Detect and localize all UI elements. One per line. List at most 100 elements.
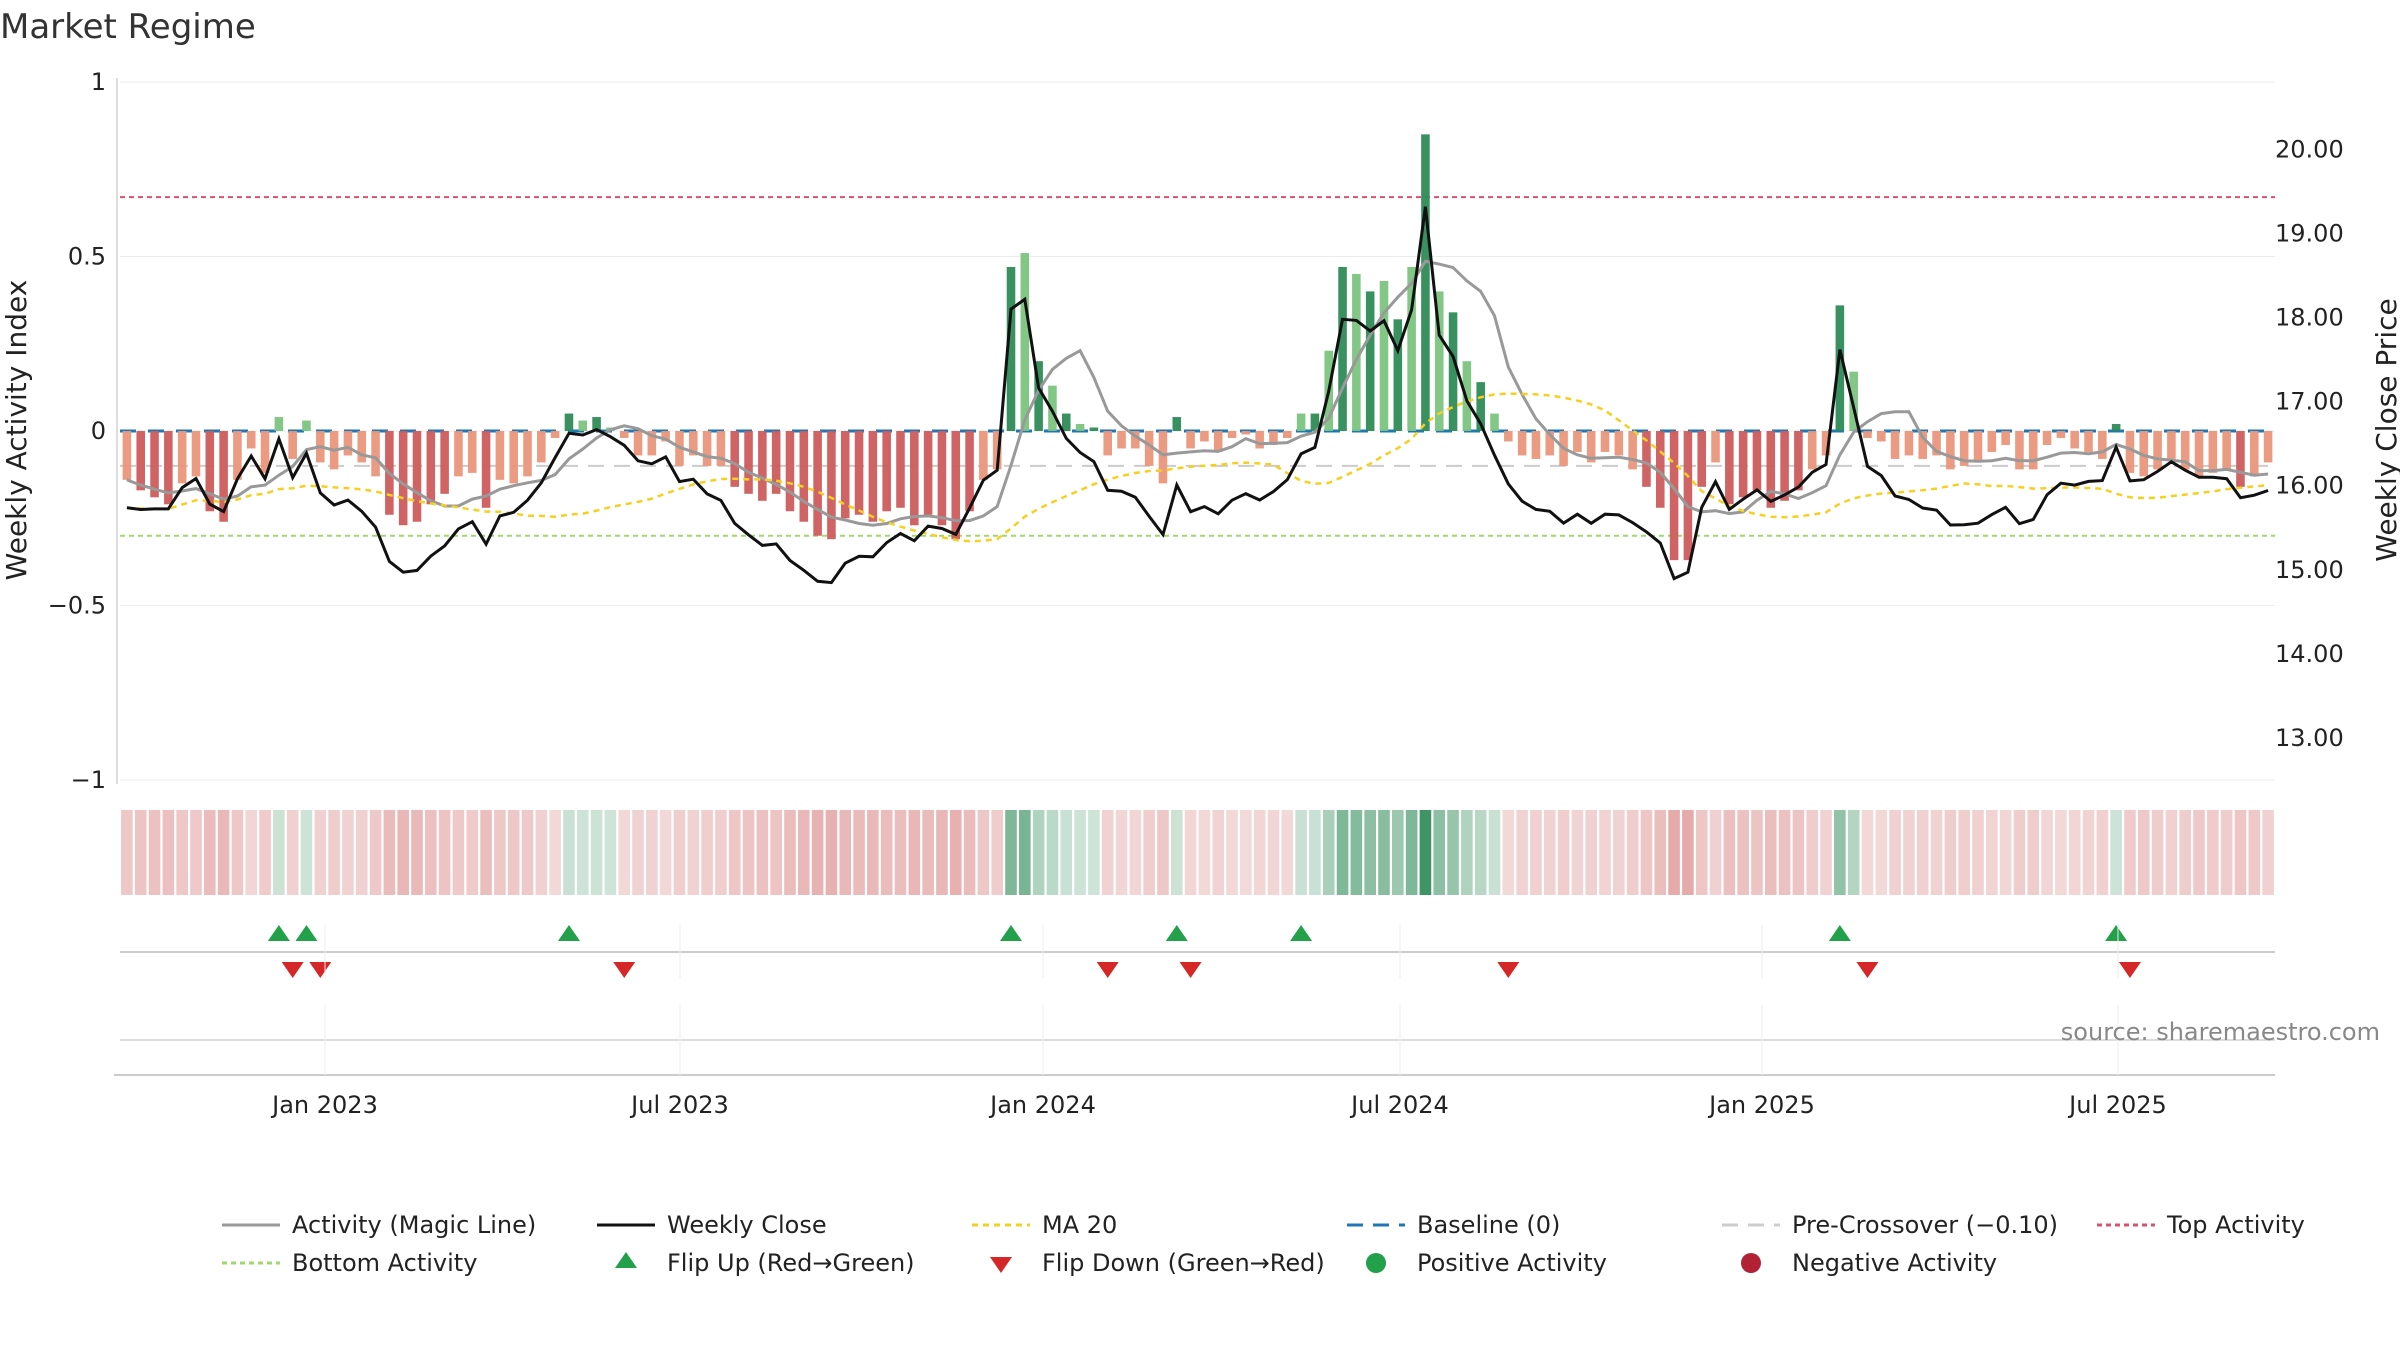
activity-bar (1738, 431, 1748, 498)
regime-strip-cell (2068, 810, 2081, 895)
regime-strip-cell (411, 810, 423, 895)
activity-bar (2249, 431, 2259, 477)
activity-bar (1545, 431, 1555, 456)
activity-bar (647, 431, 657, 456)
activity-bar (467, 431, 477, 473)
regime-strip-cell (1682, 810, 1694, 895)
regime-strip-cell (756, 810, 769, 895)
regime-strip-cell (867, 810, 879, 895)
regime-strip-cell (121, 810, 133, 895)
activity-bar (1573, 431, 1582, 452)
activity-bar (1725, 431, 1734, 505)
activity-bar (689, 431, 698, 456)
regime-strip-cell (2248, 810, 2261, 895)
activity-bar (1959, 431, 1969, 466)
x-axis: Jan 2023 Jul 2023 Jan 2024 Jul 2024 Jan 2025… (114, 925, 2275, 1119)
activity-bar (288, 431, 297, 459)
regime-strip-cell (853, 810, 865, 895)
regime-strip-cell (687, 810, 700, 895)
regime-strip-cell (1875, 810, 1888, 895)
regime-strip-cell (963, 810, 976, 895)
activity-bar (2208, 431, 2218, 473)
regime-strip-cell (701, 810, 713, 895)
activity-bar (1807, 431, 1817, 470)
regime-strip-cell (1019, 810, 1031, 895)
legend-label-bottom-activity: Bottom Activity (292, 1249, 477, 1277)
regime-strip-cell (1889, 810, 1901, 895)
regime-strip-cell (217, 810, 230, 895)
regime-strip-cell (908, 810, 921, 895)
activity-bar (2222, 431, 2231, 470)
regime-strip-cell (1847, 810, 1860, 895)
activity-bar (164, 431, 173, 505)
regime-strip-cell (245, 810, 258, 895)
activity-bar (191, 431, 201, 477)
activity-bar (1904, 431, 1914, 456)
activity-bar (1365, 291, 1375, 431)
legend-label-negative-activity: Negative Activity (1792, 1249, 1997, 1277)
activity-bar (1379, 280, 1389, 431)
regime-strip-cell (1350, 810, 1363, 895)
activity-bar (951, 431, 961, 540)
regime-strip-cell (507, 810, 520, 895)
regime-strip-cell (1903, 810, 1915, 895)
activity-bar (1269, 431, 1278, 445)
series-lines (126, 206, 2269, 585)
regime-strip-cell (535, 810, 548, 895)
activity-bar (2084, 431, 2093, 452)
regime-strip-cell (328, 810, 340, 895)
activity-bar (233, 431, 242, 480)
regime-strip-cell (1378, 810, 1390, 895)
regime-strip-cell (2082, 810, 2095, 895)
regime-strip-cell (922, 810, 934, 895)
activity-bar (2042, 431, 2052, 445)
activity-bar (854, 431, 864, 515)
ma20-series (126, 392, 2269, 543)
activity-bar (1338, 266, 1347, 431)
regime-strip-cell (438, 810, 451, 895)
regime-strip-cell (632, 810, 644, 895)
regime-strip-cell (452, 810, 465, 895)
activity-bar (2125, 431, 2135, 473)
regime-strip-cell (1806, 810, 1819, 895)
left-tick-label: 1 (91, 68, 106, 96)
regime-strip-cell (1461, 810, 1473, 895)
regime-strip-cell (1557, 810, 1570, 895)
regime-strip-cell (203, 810, 216, 895)
activity-bar (785, 431, 795, 512)
regime-strip-cell (300, 810, 313, 895)
regime-strip-cell (1336, 810, 1349, 895)
activity-bar (1946, 431, 1955, 470)
regime-strip-cell (521, 810, 534, 895)
activity-bar (2180, 431, 2190, 470)
activity-bar (1628, 431, 1637, 470)
activity-bar (136, 431, 146, 491)
activity-bar (992, 431, 1002, 470)
regime-strip-cell (148, 810, 161, 895)
activity-bar (1006, 266, 1016, 431)
regime-strip-cell (1571, 810, 1584, 895)
activity-bar (1034, 361, 1043, 431)
right-tick-label: 13.00 (2275, 724, 2344, 752)
activity-bar (1448, 312, 1458, 431)
activity-bar (412, 431, 422, 522)
activity-bar (1683, 431, 1693, 561)
regime-strip-cell (1101, 810, 1114, 895)
legend-label-top-activity: Top Activity (2166, 1211, 2305, 1239)
regime-strip-cell (1613, 810, 1625, 895)
x-tick-label: Jul 2024 (1349, 1091, 1449, 1119)
activity-bar (1987, 431, 1997, 452)
activity-bar (1918, 431, 1928, 459)
right-tick-label: 16.00 (2275, 472, 2344, 500)
flip-up-marker (1828, 925, 1851, 941)
regime-strip-cell (1737, 810, 1749, 895)
weekly-close-series (126, 206, 2269, 585)
regime-strip-cell (1916, 810, 1929, 895)
flip-up-icon (615, 1252, 637, 1268)
activity-bar (440, 431, 449, 494)
regime-strip-cell (1170, 810, 1183, 895)
regime-strip-cell (1364, 810, 1376, 895)
regime-strip-cell (1944, 810, 1957, 895)
regime-strip-cell (549, 810, 561, 895)
regime-strip-cell (1129, 810, 1142, 895)
